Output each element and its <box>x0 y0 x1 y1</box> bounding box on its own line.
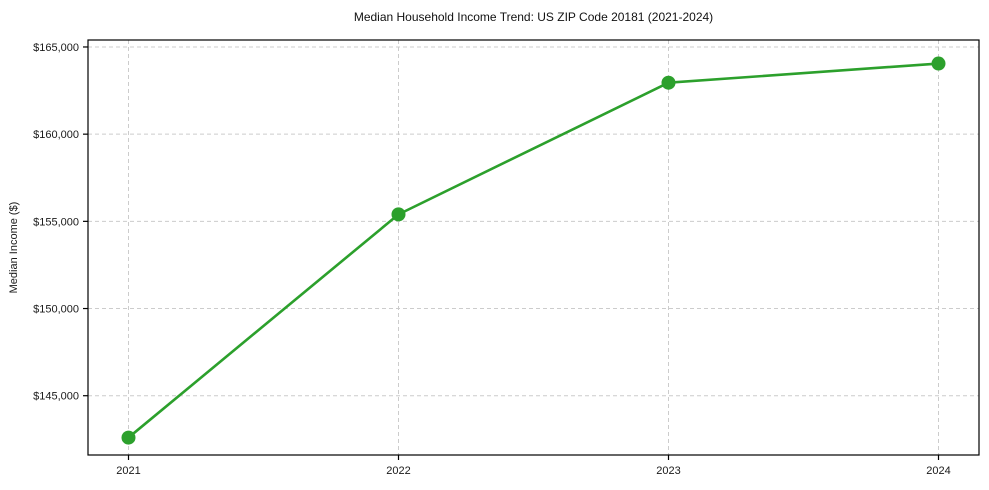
data-point-2021 <box>121 430 136 445</box>
y-tick-label: $165,000 <box>33 42 79 54</box>
plot-border <box>87 39 980 456</box>
grid-lines <box>88 40 979 455</box>
y-tick-label: $155,000 <box>33 216 79 228</box>
data-point-2022 <box>391 207 406 222</box>
data-point-2023 <box>661 75 676 90</box>
tick-marks-and-labels: $145,000 $150,000 $155,000 $160,000 $165,000… <box>33 42 951 477</box>
data-point-2024 <box>931 56 946 71</box>
chart-title: Median Household Income Trend: US ZIP Co… <box>353 10 714 24</box>
x-tick-label: 2023 <box>656 465 680 477</box>
axes <box>87 39 980 456</box>
income-trend-line <box>127 62 940 439</box>
y-tick-label: $150,000 <box>33 304 79 316</box>
x-tick-label: 2022 <box>386 465 410 477</box>
y-axis-label: Median Income ($) <box>8 202 20 294</box>
x-tick-label: 2021 <box>116 465 140 477</box>
y-tick-label: $160,000 <box>33 129 79 141</box>
income-line-series <box>121 56 946 445</box>
y-tick-label: $145,000 <box>33 391 79 403</box>
x-tick-label: 2024 <box>926 465 950 477</box>
